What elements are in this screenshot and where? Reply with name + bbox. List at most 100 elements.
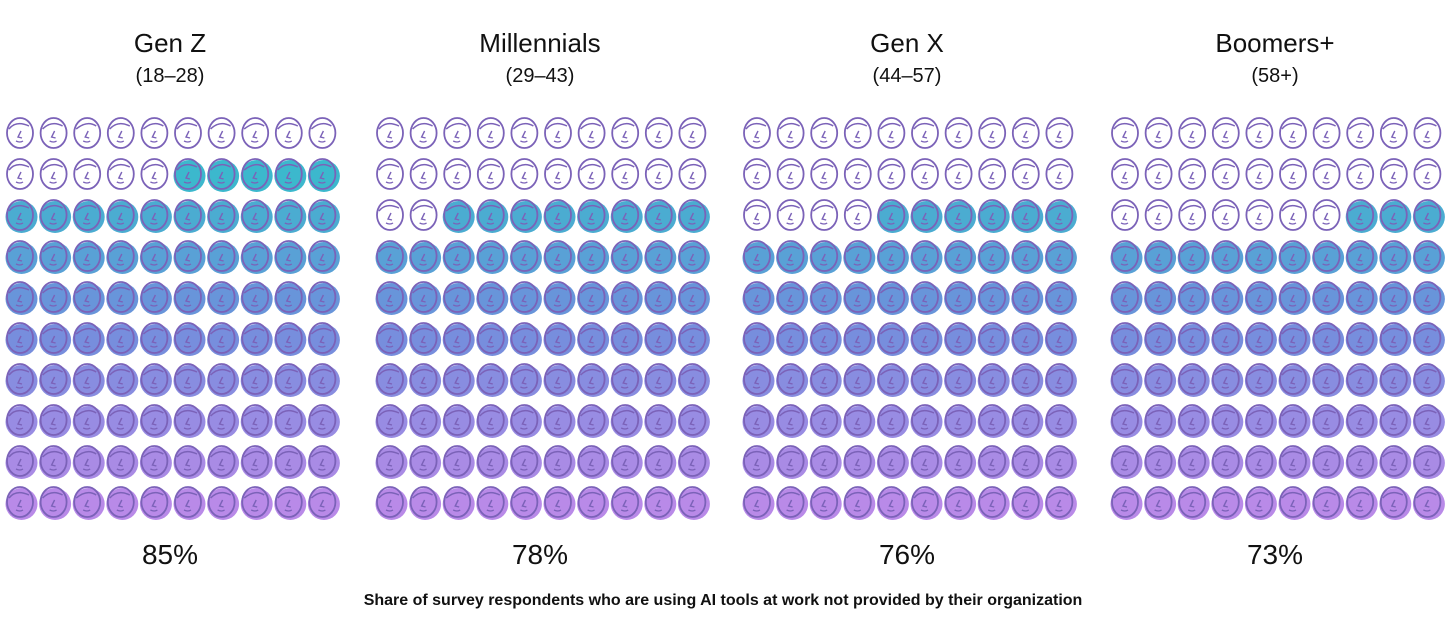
face-icon-filled — [307, 363, 340, 397]
face-icon-filled — [577, 281, 610, 315]
face-icon-filled — [307, 158, 340, 192]
face-icon-filled — [106, 281, 139, 315]
face-icon-filled — [240, 445, 273, 479]
face-icon-filled — [1144, 322, 1177, 356]
face-icon-filled — [173, 158, 206, 192]
face-icon-filled — [509, 404, 542, 438]
face-icon-filled — [644, 322, 677, 356]
face-icon-empty — [1178, 199, 1207, 231]
face-icon-empty — [106, 117, 135, 149]
face-icon-filled — [577, 199, 610, 233]
face-icon-filled — [910, 445, 943, 479]
face-icon-filled — [577, 363, 610, 397]
face-icon-filled — [1177, 404, 1210, 438]
face-icon-filled — [72, 199, 105, 233]
face-icon-filled — [173, 281, 206, 315]
face-icon-empty — [443, 158, 472, 190]
face-icon-empty — [1011, 158, 1040, 190]
face-icon-filled — [1379, 404, 1412, 438]
face-icon-filled — [1379, 199, 1412, 233]
face-icon-filled — [644, 240, 677, 274]
face-icon-filled — [809, 486, 842, 520]
face-icon-filled — [72, 322, 105, 356]
face-icon-filled — [876, 281, 909, 315]
face-icon-empty — [73, 117, 102, 149]
group-title: Millennials — [479, 28, 601, 58]
face-icon-empty — [409, 117, 438, 149]
face-icon-filled — [240, 240, 273, 274]
face-icon-filled — [644, 486, 677, 520]
face-icon-filled — [876, 404, 909, 438]
face-icon-filled — [106, 240, 139, 274]
face-icon-filled — [876, 322, 909, 356]
face-icon-filled — [809, 363, 842, 397]
face-icon-filled — [1345, 363, 1378, 397]
face-icon-empty — [877, 117, 906, 149]
face-icon-empty — [1413, 117, 1442, 149]
face-icon-filled — [1011, 404, 1044, 438]
face-icon-filled — [476, 404, 509, 438]
face-icon-filled — [1345, 199, 1378, 233]
face-icon-filled — [843, 240, 876, 274]
face-icon-empty — [978, 117, 1007, 149]
face-icon-filled — [72, 363, 105, 397]
face-icon-filled — [1144, 445, 1177, 479]
face-icon-empty — [810, 117, 839, 149]
face-icon-filled — [1412, 363, 1445, 397]
group-percentage: 73% — [1246, 539, 1304, 570]
face-icon-filled — [1312, 281, 1345, 315]
group-age-range: (18–28) — [135, 65, 205, 87]
face-icon-filled — [509, 240, 542, 274]
face-icon-filled — [1379, 322, 1412, 356]
face-icon-empty — [911, 158, 939, 190]
face-icon-filled — [677, 281, 710, 315]
face-icon-empty — [207, 117, 236, 149]
face-icon-filled — [1011, 486, 1044, 520]
face-icon-filled — [442, 322, 475, 356]
face-icon-filled — [610, 322, 643, 356]
face-icon-filled — [409, 322, 442, 356]
face-icon-filled — [476, 199, 509, 233]
face-icon-filled — [442, 363, 475, 397]
face-icon-empty — [6, 158, 34, 190]
group-percentage: 78% — [511, 539, 569, 570]
face-icon-filled — [476, 322, 509, 356]
face-icon-filled — [72, 445, 105, 479]
face-icon-filled — [543, 322, 576, 356]
face-icon-filled — [5, 486, 38, 520]
face-icon-filled — [577, 486, 610, 520]
face-icon-empty — [1279, 117, 1307, 149]
face-icon-filled — [910, 404, 943, 438]
face-icon-filled — [1379, 281, 1412, 315]
face-icon-filled — [139, 363, 172, 397]
face-icon-empty — [376, 158, 404, 190]
face-icon-filled — [139, 322, 172, 356]
face-icon-empty — [1312, 158, 1341, 190]
face-icon-filled — [442, 486, 475, 520]
face-icon-filled — [944, 281, 977, 315]
face-icon-filled — [910, 486, 943, 520]
face-icon-filled — [742, 363, 775, 397]
face-icon-empty — [140, 158, 169, 190]
face-icon-filled — [509, 445, 542, 479]
face-icon-filled — [5, 281, 38, 315]
face-icon-filled — [1211, 404, 1244, 438]
face-icon-filled — [1345, 281, 1378, 315]
face-icon-empty — [843, 158, 872, 190]
face-icon-filled — [509, 199, 542, 233]
face-icon-filled — [375, 404, 408, 438]
face-icon-filled — [1011, 445, 1044, 479]
face-icon-filled — [1110, 445, 1143, 479]
face-icon-filled — [876, 363, 909, 397]
face-icon-filled — [1177, 322, 1210, 356]
face-icon-filled — [207, 363, 240, 397]
face-icon-filled — [1011, 199, 1044, 233]
face-icon-empty — [1178, 158, 1207, 190]
face-icon-filled — [1144, 404, 1177, 438]
face-icon-filled — [39, 240, 72, 274]
face-icon-empty — [644, 117, 673, 149]
face-icon-filled — [610, 199, 643, 233]
face-icon-filled — [809, 322, 842, 356]
face-icon-filled — [173, 240, 206, 274]
face-icon-filled — [977, 486, 1010, 520]
